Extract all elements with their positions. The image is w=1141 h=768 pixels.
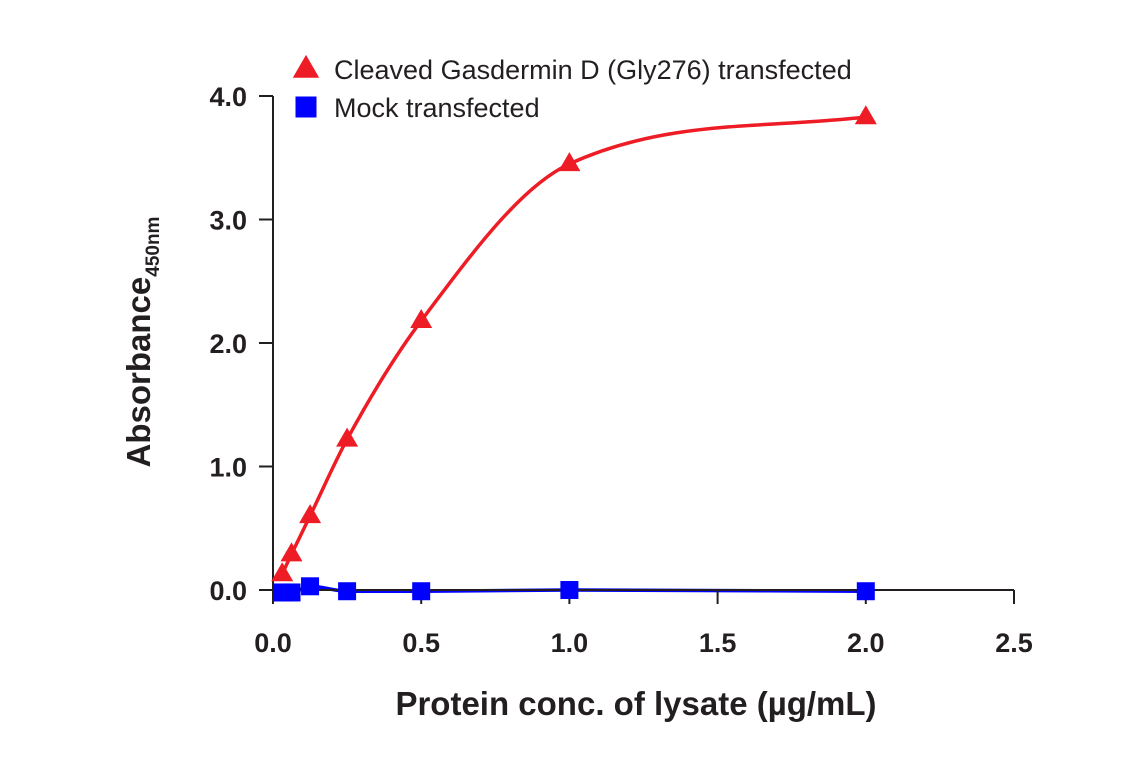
legend-label-mock: Mock transfected xyxy=(334,93,540,123)
y-tick-label: 0.0 xyxy=(209,576,247,606)
data-point-cleaved-gasdermin xyxy=(280,542,303,562)
y-axis-title: Absorbance450nm xyxy=(120,217,164,468)
legend-label-cleaved-gasdermin: Cleaved Gasdermin D (Gly276) transfected xyxy=(334,55,852,85)
x-tick-label: 2.0 xyxy=(847,628,885,658)
y-tick-label: 1.0 xyxy=(209,453,247,483)
x-tick-label: 0.5 xyxy=(402,628,440,658)
data-point-cleaved-gasdermin xyxy=(299,504,322,524)
data-point-cleaved-gasdermin xyxy=(558,152,581,172)
data-point-cleaved-gasdermin xyxy=(271,562,294,582)
data-point-mock xyxy=(412,582,431,601)
series-line-cleaved-gasdermin xyxy=(280,115,868,576)
legend-marker-mock xyxy=(295,96,317,118)
legend: Cleaved Gasdermin D (Gly276) transfected… xyxy=(292,54,852,123)
axes-layer: 0.0 0.5 1.0 1.5 2.0 2.5 0.0 1.0 2.0 3.0 4.0 xyxy=(209,82,1032,658)
data-point-mock xyxy=(301,577,320,596)
y-axis-title-subscript: 450nm xyxy=(143,217,164,277)
x-axis-title: Protein conc. of lysate (µg/mL) xyxy=(395,685,876,722)
x-tick-label: 2.5 xyxy=(995,628,1033,658)
data-point-mock xyxy=(338,582,357,601)
y-axis-title-main: Absorbance xyxy=(120,277,157,468)
x-tick-label: 0.0 xyxy=(254,628,292,658)
data-point-cleaved-gasdermin xyxy=(410,309,433,328)
y-tick-label: 4.0 xyxy=(209,82,247,112)
data-point-cleaved-gasdermin xyxy=(854,105,877,125)
y-tick-label: 3.0 xyxy=(209,206,247,236)
y-tick-label: 2.0 xyxy=(209,329,247,359)
x-tick-label: 1.0 xyxy=(551,628,589,658)
x-tick-label: 1.5 xyxy=(699,628,737,658)
curves-layer xyxy=(280,115,868,595)
data-point-mock xyxy=(856,582,875,601)
data-point-mock xyxy=(560,581,579,599)
data-point-mock xyxy=(282,583,301,602)
markers-layer xyxy=(271,105,877,602)
data-point-cleaved-gasdermin xyxy=(336,427,359,447)
legend-marker-cleaved-gasdermin xyxy=(292,54,320,78)
